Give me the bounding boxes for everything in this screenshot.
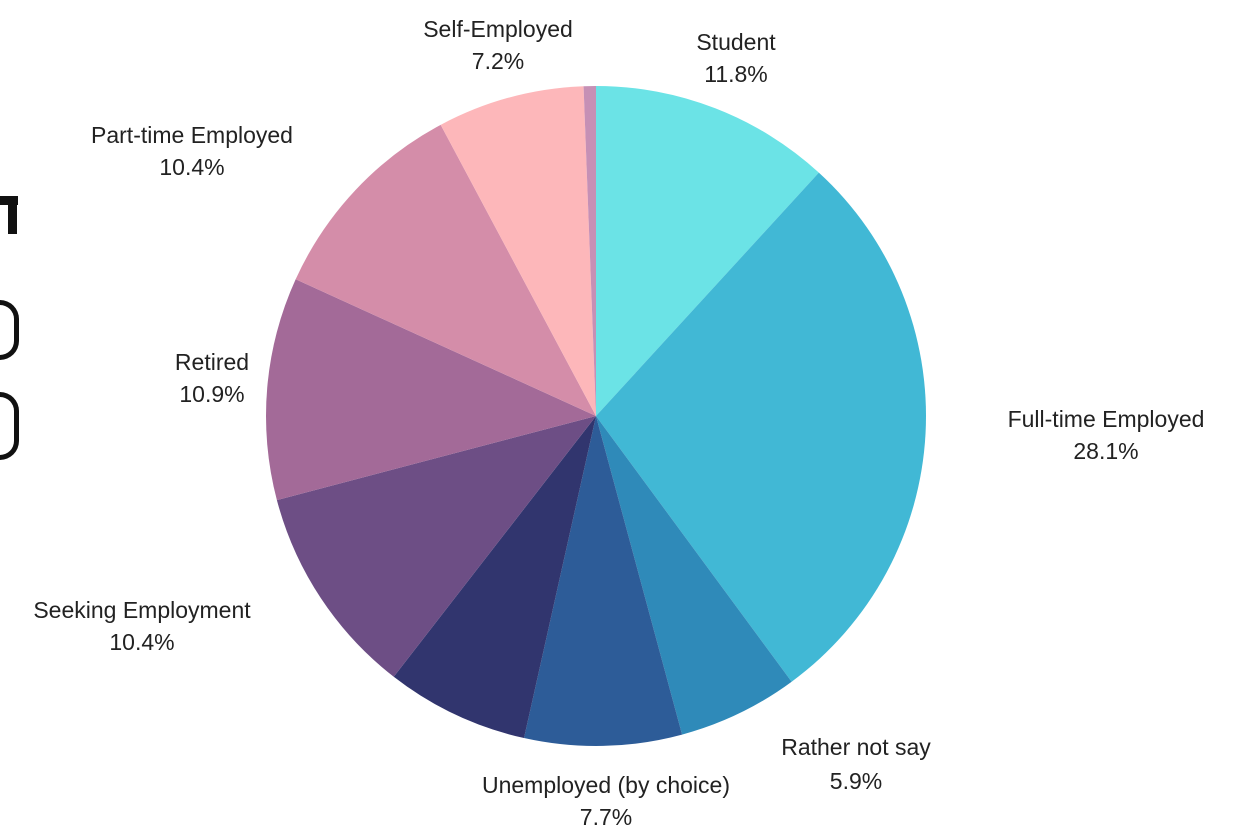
pie-slice [596, 416, 792, 735]
pie-slice [583, 85, 596, 417]
slice-percent-label: 11.8% [704, 61, 768, 87]
pie-slice [440, 86, 596, 416]
slice-label: Seeking Employment [33, 597, 251, 623]
slice-percent-label: 10.9% [179, 381, 244, 407]
cropped-edge-mark [0, 300, 19, 360]
slice-label: Unemployed (by choice) [482, 772, 730, 798]
pie-labels: Student 11.8% Full-time Employed 28.1% Rathe… [33, 16, 1204, 830]
slice-percent-label: 7.7% [580, 804, 632, 830]
slice-percent-label: 28.1% [1073, 438, 1138, 464]
pie-slice [524, 416, 683, 747]
pie-slices [266, 85, 926, 747]
slice-percent-label: 10.4% [109, 629, 174, 655]
slice-label: Retired [175, 349, 249, 375]
slice-percent-label: 10.4% [159, 154, 224, 180]
slice-label: Full-time Employed [1008, 406, 1205, 432]
pie-slice [596, 172, 926, 682]
slice-label: Part-time Employed [91, 122, 293, 148]
slice-label: Self-Employed [423, 16, 573, 42]
slice-percent-label: 7.2% [472, 48, 524, 74]
pie-slice [295, 124, 596, 416]
slice-percent-label: 5.9% [830, 768, 882, 794]
pie-slice [276, 416, 596, 677]
pie-slice [266, 279, 596, 501]
cropped-edge-mark [0, 392, 19, 460]
pie-slice [393, 416, 596, 739]
slice-label: Rather not say [781, 734, 931, 760]
pie-slice [596, 86, 819, 416]
cropped-edge-mark [8, 196, 17, 234]
slice-label: Student [696, 29, 776, 55]
